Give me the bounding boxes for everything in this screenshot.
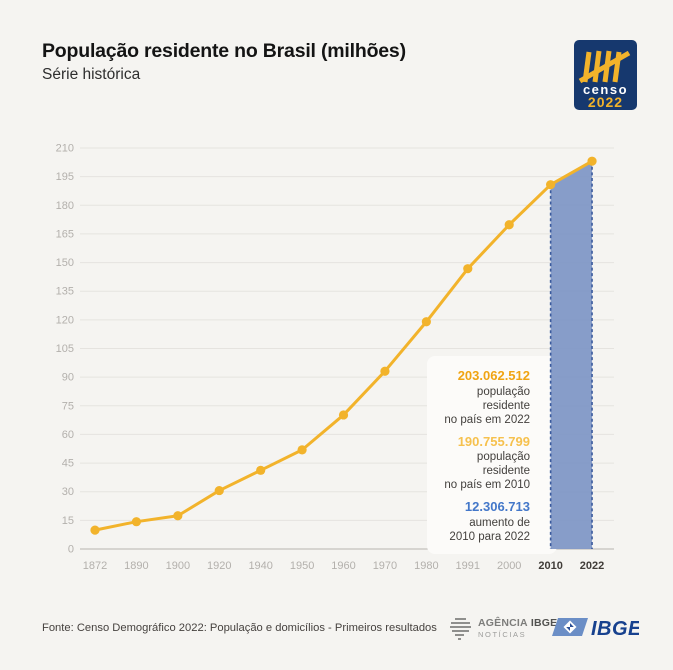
- x-axis-label-1890: 1890: [124, 560, 148, 572]
- data-point-1872: [90, 525, 100, 535]
- x-axis-label-1970: 1970: [373, 560, 397, 572]
- stat-2022-population: 203.062.512 população residente no país …: [435, 368, 530, 427]
- agencia-ibge-noticias-logo: AGÊNCIA IBGE NOTÍCIAS: [447, 615, 557, 641]
- stat-2010-population-value: 190.755.799: [457, 433, 530, 449]
- y-axis-label-180: 180: [56, 200, 74, 212]
- header: População residente no Brasil (milhões) …: [42, 40, 542, 84]
- y-axis-label-0: 0: [68, 544, 74, 556]
- agencia-ibge-word: IBGE: [530, 616, 558, 629]
- x-axis-label-1872: 1872: [83, 560, 107, 572]
- ibge-logo: IBGE: [549, 615, 642, 645]
- stat-2022-population-label: população residente no país em 2022: [444, 385, 530, 426]
- y-axis-label-195: 195: [56, 171, 74, 183]
- ibge-logo-word: IBGE: [591, 618, 639, 640]
- y-axis-label-165: 165: [56, 228, 74, 240]
- data-point-2022: [587, 156, 597, 166]
- data-point-1900: [173, 511, 183, 521]
- page-title: População residente no Brasil (milhões): [42, 40, 406, 62]
- y-axis-label-45: 45: [62, 458, 74, 470]
- agencia-word: AGÊNCIA: [478, 616, 528, 629]
- agencia-ibge-text: AGÊNCIA IBGE NOTÍCIAS: [478, 618, 557, 639]
- data-point-1940: [256, 465, 266, 475]
- stat-2022-population-value: 203.062.512: [457, 368, 530, 383]
- source-note: Fonte: Censo Demográfico 2022: População…: [42, 622, 437, 634]
- stats-callout: 203.062.512 população residente no país …: [427, 356, 557, 554]
- censo-2022-logo: censo 2022: [574, 40, 638, 116]
- data-point-1920: [214, 485, 224, 496]
- censo-2022-logo-icon: censo 2022: [574, 40, 637, 110]
- stat-2010-population: 190.755.799 população residente no país …: [435, 434, 530, 493]
- y-axis-label-150: 150: [56, 257, 74, 269]
- y-axis-label-30: 30: [62, 486, 74, 498]
- stat-2010-population-label: população residente no país em 2010: [444, 451, 530, 492]
- page-subtitle: Série histórica: [42, 66, 141, 84]
- x-axis-label-1940: 1940: [248, 560, 272, 572]
- data-point-1950: [297, 445, 307, 455]
- data-point-2010: [546, 180, 556, 190]
- stat-increase-label: aumento de 2010 para 2022: [449, 516, 530, 543]
- data-point-1980: [421, 317, 431, 327]
- y-axis-label-120: 120: [56, 314, 74, 326]
- x-axis-label-1960: 1960: [331, 560, 355, 572]
- y-axis-label-210: 210: [56, 143, 74, 155]
- x-axis-label-2010: 2010: [538, 560, 562, 572]
- data-point-2000: [504, 220, 514, 230]
- data-point-1991: [463, 264, 473, 274]
- censo-logo-year: 2022: [588, 94, 623, 110]
- stat-increase-value: 12.306.713: [464, 499, 530, 515]
- y-axis-label-105: 105: [56, 343, 74, 355]
- x-axis-label-1980: 1980: [414, 560, 438, 572]
- data-point-1890: [131, 517, 142, 527]
- censo-logo-word: censo: [583, 82, 628, 97]
- agencia-noticias-word: NOTÍCIAS: [478, 629, 527, 639]
- x-axis-label-2022: 2022: [580, 560, 604, 572]
- brazil-map-icon: [450, 618, 471, 640]
- x-axis-label-1991: 1991: [456, 560, 480, 572]
- y-axis-label-90: 90: [62, 372, 74, 384]
- x-axis-label-1920: 1920: [207, 560, 231, 572]
- y-axis-label-75: 75: [62, 400, 74, 412]
- agencia-ibge-line1: AGÊNCIA IBGE: [478, 618, 557, 629]
- y-axis-label-60: 60: [62, 429, 74, 441]
- stat-increase: 12.306.713 aumento de 2010 para 2022: [435, 499, 530, 544]
- x-axis-label-1950: 1950: [290, 560, 314, 572]
- data-point-1960: [338, 410, 349, 420]
- y-axis-label-135: 135: [56, 286, 74, 298]
- data-point-1970: [380, 366, 390, 376]
- y-axis-label-15: 15: [62, 515, 74, 527]
- x-axis-label-2000: 2000: [497, 560, 521, 572]
- x-axis-label-1900: 1900: [166, 560, 190, 572]
- ibge-logo-icon: IBGE: [552, 618, 642, 640]
